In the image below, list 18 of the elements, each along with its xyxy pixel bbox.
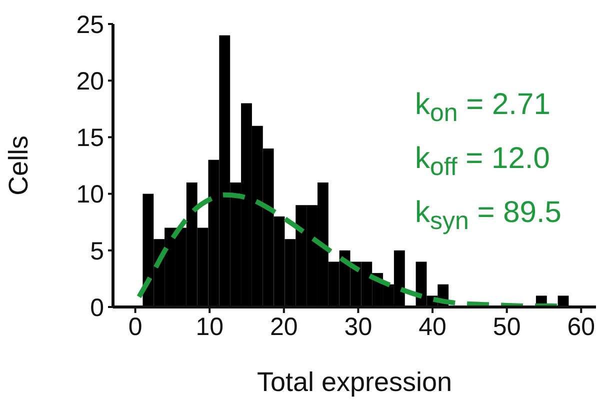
x-axis-title: Total expression	[256, 367, 452, 397]
y-tick-label: 15	[76, 124, 104, 152]
y-axis-title: Cells	[4, 135, 34, 196]
x-tick-label: 50	[492, 312, 521, 341]
x-tick-label: 10	[196, 312, 224, 341]
annotation: k$_{off}$ = 12.0	[415, 141, 551, 183]
y-tick-label: 20	[76, 67, 104, 96]
y-tick-label: 0	[90, 294, 104, 322]
y-tick-label: 10	[76, 180, 104, 209]
x-tick-label: 20	[270, 312, 298, 341]
x-tick-label: 40	[418, 312, 446, 341]
annotation: k$_{on}$ = 2.71	[415, 87, 552, 129]
y-tick-label: 5	[90, 237, 104, 266]
y-tick-label: 25	[76, 10, 104, 39]
x-tick-label: 60	[567, 312, 596, 341]
x-tick-label: 30	[344, 312, 372, 341]
annotation: k$_{syn}$ = 89.5	[415, 195, 562, 237]
x-tick-label: 0	[128, 312, 142, 341]
